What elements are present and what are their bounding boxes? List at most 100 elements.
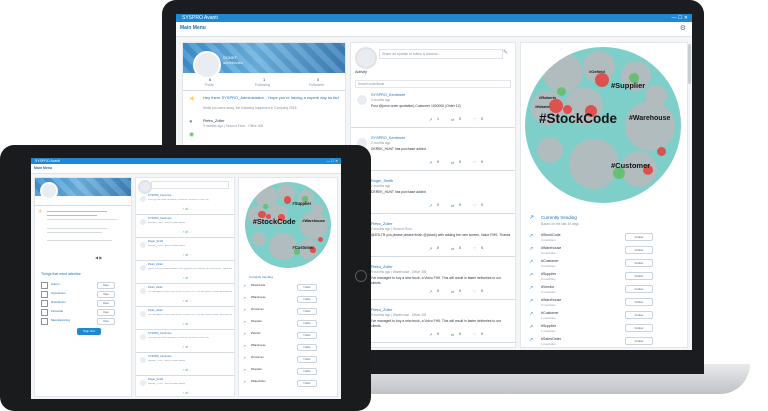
tablet-trend-tag[interactable]: #Warehouse	[251, 344, 266, 347]
trend-tag[interactable]: #SalesOrder	[541, 337, 562, 341]
tablet-feed-avatar[interactable]	[138, 240, 148, 250]
trend-tag[interactable]: #Supplier	[541, 324, 557, 328]
window-controls[interactable]: — ☐ ✕	[671, 15, 688, 21]
share-icon[interactable]: ⇄	[451, 289, 455, 294]
recent-user-name[interactable]: Pietro_Zoller	[203, 119, 225, 123]
tablet-feed-user[interactable]: Pietro_Zoller	[148, 309, 163, 312]
stat-posts-value[interactable]: 6	[209, 77, 212, 82]
follow-button[interactable]: Follow	[625, 233, 653, 241]
follow-button[interactable]: Follow	[625, 311, 653, 319]
tablet-follow-button[interactable]: Follow	[297, 356, 317, 363]
like-icon[interactable]: ↗	[429, 117, 433, 122]
tablet-feed-actions[interactable]: ↗ ⇄ ♡	[182, 230, 192, 234]
trend-tag[interactable]: #StockCode	[541, 233, 561, 237]
tablet-trend-tag[interactable]: #Warehouse	[251, 296, 266, 299]
comment-icon[interactable]: ♡	[473, 160, 477, 165]
trend-tag[interactable]: #Supplier	[541, 272, 557, 276]
cloud-hashtag[interactable]: #Customer	[292, 244, 314, 250]
tablet-avatar[interactable]	[40, 182, 58, 200]
follow-button[interactable]: Follow	[625, 324, 653, 332]
tablet-trend-tag[interactable]: #SalesOrder	[251, 380, 266, 383]
comment-icon[interactable]: ♡	[473, 289, 477, 294]
trend-tag[interactable]: #Customer	[541, 259, 559, 263]
tablet-feed-actions[interactable]: ↗ ⇄ ♡	[182, 299, 192, 303]
tablet-feed-avatar[interactable]	[138, 263, 148, 273]
tablet-feed-actions[interactable]: ↗ ⇄ ♡	[182, 207, 192, 211]
tablet-feed-user[interactable]: SYSPRO_Kentmore	[148, 217, 172, 220]
settings-icon[interactable]: ⚙	[679, 25, 686, 32]
tablet-feed-avatar[interactable]	[138, 194, 148, 204]
tablet-feed-user[interactable]: Roger_Smith	[148, 240, 164, 243]
section-button[interactable]: Open	[97, 318, 115, 325]
tablet-follow-button[interactable]: Follow	[297, 380, 317, 387]
like-icon[interactable]: ↗	[429, 160, 433, 165]
announcement-title[interactable]: Hey there SYSPRO_Administrator... Hope y…	[203, 95, 339, 100]
section-button[interactable]: Open	[97, 282, 115, 289]
cloud-hashtag[interactable]: #Customer	[611, 161, 651, 170]
send-icon[interactable]: ✎	[503, 50, 509, 56]
tablet-feed-actions[interactable]: ↗ ⇄ ♡	[182, 391, 192, 395]
tablet-follow-button[interactable]: Follow	[297, 296, 317, 303]
like-icon[interactable]: ↗	[429, 203, 433, 208]
tablet-feed-actions[interactable]: ↗ ⇄ ♡	[182, 253, 192, 257]
scrollbar[interactable]	[688, 44, 691, 84]
tablet-window-controls[interactable]: — ☐ ✕	[326, 159, 338, 163]
tablet-trend-tag[interactable]: #Vendor	[251, 332, 261, 335]
tablet-feed-avatar[interactable]	[138, 309, 148, 319]
tablet-follow-button[interactable]: Follow	[297, 284, 317, 291]
stat-followers-value[interactable]: 0	[317, 77, 320, 82]
section-label[interactable]: Operations	[51, 291, 66, 295]
cloud-hashtag[interactable]: #Supplier	[611, 81, 646, 90]
cloud-hashtag[interactable]: #Supplier	[292, 200, 312, 206]
cloud-hashtag[interactable]: #Roberts	[539, 95, 557, 100]
section-button[interactable]: Open	[97, 300, 115, 307]
feed-user[interactable]: Roger_Smith	[371, 179, 394, 183]
comment-icon[interactable]: ♡	[473, 117, 477, 122]
tablet-trend-tag[interactable]: #Supplier	[251, 320, 262, 323]
follow-button[interactable]: Follow	[625, 285, 653, 293]
tablet-follow-button[interactable]: Follow	[297, 344, 317, 351]
feed-user[interactable]: Pietro_Zoller	[371, 265, 393, 269]
tablet-feed-avatar[interactable]	[138, 286, 148, 296]
tablet-trend-tag[interactable]: #Supplier	[251, 368, 262, 371]
follow-button[interactable]: Follow	[625, 298, 653, 306]
section-label[interactable]: Manufacturing	[51, 318, 71, 322]
tablet-feed-avatar[interactable]	[138, 355, 148, 365]
tablet-like-icon[interactable]: ◀ ▶	[95, 255, 103, 260]
like-icon[interactable]: ↗	[429, 332, 433, 337]
follow-button[interactable]: Follow	[625, 337, 653, 345]
trend-tag[interactable]: #Warehouse	[541, 298, 562, 302]
tablet-feed-actions[interactable]: ↗ ⇄ ♡	[182, 276, 192, 280]
share-icon[interactable]: ⇄	[451, 332, 455, 337]
trend-tag[interactable]: #Customer	[541, 311, 559, 315]
comment-icon[interactable]: ♡	[473, 332, 477, 337]
follow-button[interactable]: Follow	[625, 246, 653, 254]
tablet-compose-input[interactable]	[151, 181, 229, 189]
cloud-hashtag[interactable]: #Warehouse	[302, 219, 326, 224]
avatar[interactable]	[193, 51, 221, 79]
comment-icon[interactable]: ♡	[473, 246, 477, 251]
comment-icon[interactable]: ♡	[473, 203, 477, 208]
like-icon[interactable]: ↗	[429, 246, 433, 251]
section-button[interactable]: Open	[97, 309, 115, 316]
feed-search-input[interactable]: Search user/issue	[355, 80, 511, 88]
tablet-nav-title[interactable]: Main Menu	[34, 166, 53, 170]
tablet-feed-user[interactable]: Pietro_Zoller	[148, 263, 163, 266]
tablet-home-button[interactable]	[355, 270, 367, 282]
tablet-follow-button[interactable]: Follow	[297, 308, 317, 315]
feed-user[interactable]: Pietro_Zoller	[371, 308, 393, 312]
share-icon[interactable]: ⇄	[451, 160, 455, 165]
tablet-feed-avatar[interactable]	[138, 378, 148, 388]
tablet-feed-user[interactable]: SYSPRO_Kentmore	[148, 194, 172, 197]
follow-button[interactable]: Follow	[625, 272, 653, 280]
share-icon[interactable]: ⇄	[451, 117, 455, 122]
tablet-trend-tag[interactable]: #StockCode	[251, 284, 266, 287]
tablet-feed-user[interactable]: Pietro_Zoller	[148, 286, 163, 289]
feed-user[interactable]: SYSPRO_Kentmore	[371, 136, 406, 140]
tablet-follow-button[interactable]: Follow	[297, 332, 317, 339]
feed-avatar[interactable]	[355, 93, 369, 107]
cloud-hashtag[interactable]: #Warehouse	[629, 115, 671, 122]
cloud-hashtag[interactable]: #StockCode	[252, 217, 296, 227]
tablet-feed-user[interactable]: SYSPRO_Kentmore	[148, 332, 172, 335]
tablet-feed-avatar[interactable]	[138, 332, 148, 342]
